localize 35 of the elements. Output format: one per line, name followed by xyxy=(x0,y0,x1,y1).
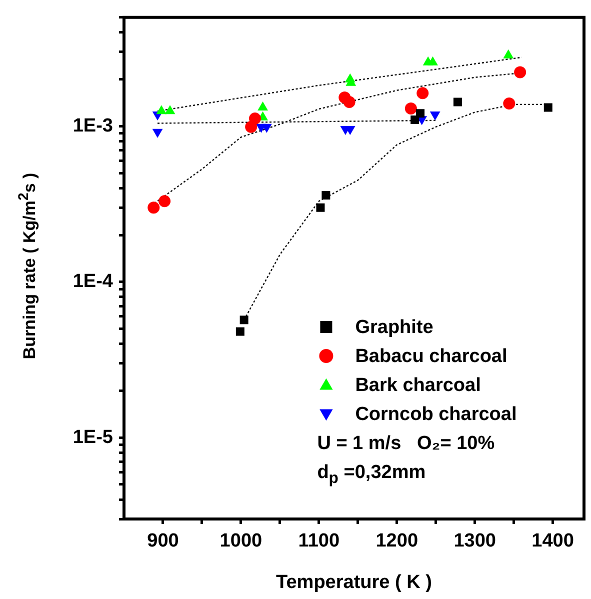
point xyxy=(248,112,261,125)
point xyxy=(404,102,417,114)
point xyxy=(236,327,244,336)
point xyxy=(316,203,325,212)
legend-label: Babacu charcoal xyxy=(355,346,508,368)
point xyxy=(261,124,272,133)
annotation: d$_{p}$ =0,32mm xyxy=(317,462,426,487)
point xyxy=(158,195,171,208)
x-axis-title: Temperature ( K ) xyxy=(276,572,432,594)
y-tick-label: 1E-3 xyxy=(72,115,113,136)
point xyxy=(503,97,516,110)
y-tick-label: 1E-5 xyxy=(72,426,114,448)
x-tick-label: 1000 xyxy=(220,530,262,552)
legend-label: Graphite xyxy=(355,317,434,338)
x-tick-label: 1100 xyxy=(298,530,340,552)
point xyxy=(410,116,420,124)
legend-label: Bark charcoal xyxy=(355,375,481,396)
point xyxy=(152,128,163,138)
x-tick-label: 1400 xyxy=(532,530,574,552)
legend-label: Corncob charcoal xyxy=(355,404,517,426)
y-tick-label: 1E-4 xyxy=(72,271,114,292)
point xyxy=(416,109,425,118)
point xyxy=(322,191,330,200)
point xyxy=(343,96,356,108)
point xyxy=(544,103,552,112)
point xyxy=(514,66,526,78)
point xyxy=(453,98,462,106)
annotation: U = 1 m/s O₂= 10% xyxy=(317,433,495,454)
x-tick-label: 1200 xyxy=(376,530,418,552)
point xyxy=(430,111,440,120)
point xyxy=(416,87,429,100)
x-tick-label: 900 xyxy=(147,530,179,552)
x-tick-label: 1300 xyxy=(454,530,496,552)
point xyxy=(240,316,248,324)
point xyxy=(148,202,160,214)
